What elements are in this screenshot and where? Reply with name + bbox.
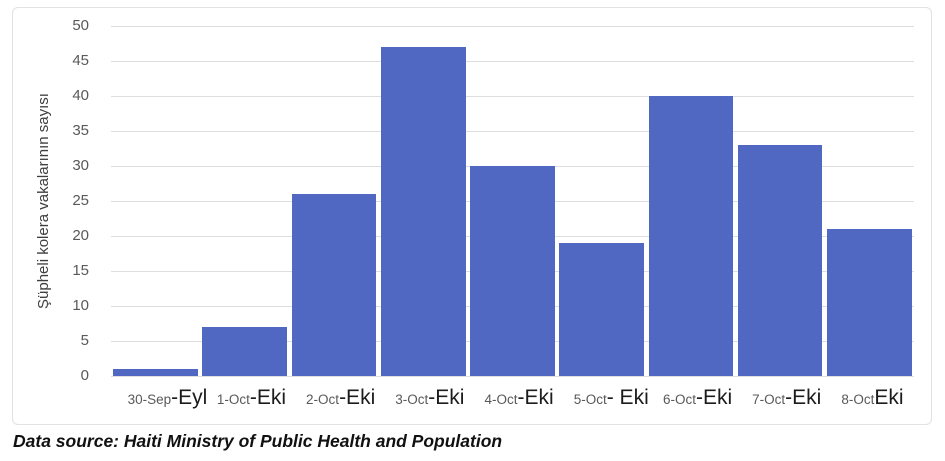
x-label-date: 8-Oct <box>841 392 875 407</box>
x-label-date: 30-Sep <box>127 392 172 407</box>
data-source-caption: Data source: Haiti Ministry of Public He… <box>13 431 503 451</box>
y-axis-tick-labels: 0 5 10 15 20 25 30 35 40 45 50 <box>13 17 89 384</box>
gridline-35 <box>111 131 914 132</box>
y-tick-label-45: 45 <box>72 52 89 69</box>
bar-1-Oct <box>202 327 288 376</box>
x-label-translation-overlay: -Eki <box>339 386 376 409</box>
x-axis-labels: 30-Sep -Eyl 1-Oct -Eki 2-Oct -Eki 3-Oct -Eki 4… <box>111 382 914 416</box>
gridline-0 <box>111 376 914 377</box>
bar-2-Oct <box>291 194 377 376</box>
x-axis-label-2-Oct: 2-Oct -Eki <box>306 386 375 410</box>
x-label-translation-overlay: -Eki <box>785 386 822 409</box>
gridline-50 <box>111 26 914 27</box>
y-tick-label-30: 30 <box>72 157 89 174</box>
x-label-translation-overlay: -Eki <box>517 386 554 409</box>
y-tick-label-5: 5 <box>80 332 89 349</box>
x-axis-label-8-Oct: 8-Oct Eki <box>841 386 903 410</box>
y-tick-label-35: 35 <box>72 122 89 139</box>
y-tick-label-25: 25 <box>72 192 89 209</box>
x-label-date: 5-Oct <box>573 392 607 407</box>
y-tick-label-40: 40 <box>72 87 89 104</box>
y-tick-label-50: 50 <box>72 17 89 34</box>
y-tick-label-0: 0 <box>80 367 89 384</box>
x-label-translation-overlay: - Eki <box>606 386 649 409</box>
chart-frame: Şüpheli kolera vakalarının sayısı 0 5 10 15… <box>12 7 932 425</box>
x-label-date: 1-Oct <box>216 392 250 407</box>
x-label-translation-overlay: -Eki <box>695 386 733 409</box>
x-label-date: 2-Oct <box>306 392 340 407</box>
x-label-date: 3-Oct <box>395 392 429 407</box>
bar-6-Oct <box>648 96 734 376</box>
y-tick-label-10: 10 <box>72 297 89 314</box>
x-axis-label-4-Oct: 4-Oct -Eki <box>485 386 554 410</box>
bar-5-Oct <box>559 243 645 376</box>
x-label-date: 6-Oct <box>662 392 696 407</box>
x-axis-label-5-Oct: 5-Oct - Eki <box>574 386 649 410</box>
bar-3-Oct <box>380 47 466 376</box>
x-axis-label-6-Oct: 6-Oct -Eki <box>663 386 732 410</box>
x-label-translation-overlay: -Eyl <box>171 386 208 409</box>
x-axis-label-7-Oct: 7-Oct -Eki <box>752 386 821 410</box>
x-label-date: 4-Oct <box>484 392 518 407</box>
y-tick-label-15: 15 <box>72 262 89 279</box>
bar-4-Oct <box>470 166 555 376</box>
plot-area <box>111 26 914 377</box>
bar-8-Oct <box>826 229 912 376</box>
bar-30-Sep <box>113 369 198 376</box>
x-axis-label-30-Sep: 30-Sep -Eyl <box>128 386 208 410</box>
x-axis-label-3-Oct: 3-Oct -Eki <box>395 386 464 410</box>
gridline-40 <box>111 96 914 97</box>
x-label-translation-overlay: -Eki <box>249 386 287 409</box>
bar-7-Oct <box>737 145 823 376</box>
y-tick-label-20: 20 <box>72 227 89 244</box>
gridline-45 <box>111 61 914 62</box>
x-axis-label-1-Oct: 1-Oct -Eki <box>217 386 286 410</box>
x-label-translation-overlay: Eki <box>874 386 904 409</box>
x-label-date: 7-Oct <box>752 392 786 407</box>
x-label-translation-overlay: -Eki <box>428 386 465 409</box>
